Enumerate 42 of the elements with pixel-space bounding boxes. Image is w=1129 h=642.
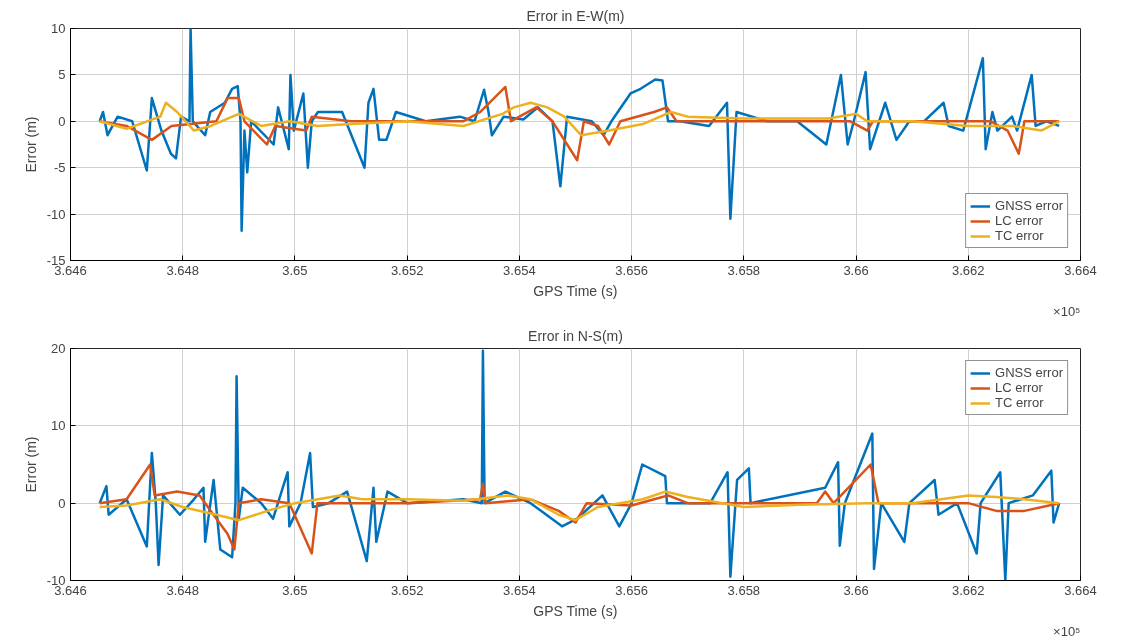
legend-label: GNSS error [995,198,1063,213]
y-tick-label: 5 [58,67,66,83]
y-tick-label: 0 [58,495,66,511]
x-tick-label: 3.654 [503,582,536,598]
x-tick-label: 3.648 [166,582,199,598]
x-tick-label: 3.664 [1064,262,1097,278]
y-tick-label: 10 [51,21,66,36]
x-tick-label: 3.656 [615,582,648,598]
y-axis-title: Error (m) [22,116,39,173]
x-tick-label: 3.65 [282,582,308,598]
x-tick-label: 3.662 [952,262,985,278]
y-tick-label: 20 [51,341,66,356]
legend-label: LC error [995,213,1043,228]
x-tick-label: 3.654 [503,262,536,278]
x-tick-label: 3.662 [952,582,985,598]
line-series [98,101,1061,137]
x-tick-label: 3.652 [390,582,424,598]
x-tick-label: 3.652 [390,262,424,278]
x-tick-label: 3.66 [843,582,869,598]
legend-label: TC error [995,395,1044,410]
x-tick-label: 3.658 [727,582,761,598]
x-tick-label: 3.65 [282,262,308,278]
legend-label: GNSS error [995,365,1063,380]
legend-label: TC error [995,228,1044,243]
x-tick-label: 3.66 [843,262,869,278]
x-tick-label: 3.658 [727,262,761,278]
legend-label: LC error [995,380,1043,395]
text: ×10⁵ [1053,623,1081,639]
x-tick-label: 3.648 [166,262,199,278]
x-tick-label: 3.656 [615,262,648,278]
chart-title: Error in N-S(m) [528,327,623,344]
x-tick-label: 3.664 [1064,582,1097,598]
y-axis-title: Error (m) [22,436,39,493]
y-tick-label: -10 [46,206,66,222]
line-series [98,490,1061,522]
text: ×10⁵ [1053,303,1081,319]
chart-title: Error in E-W(m) [526,7,625,24]
y-tick-label: -5 [53,160,66,176]
y-tick-label: 0 [58,113,66,129]
x-axis-title: GPS Time (s) [533,282,618,299]
x-axis-title: GPS Time (s) [533,602,618,619]
y-tick-label: 10 [51,418,66,434]
